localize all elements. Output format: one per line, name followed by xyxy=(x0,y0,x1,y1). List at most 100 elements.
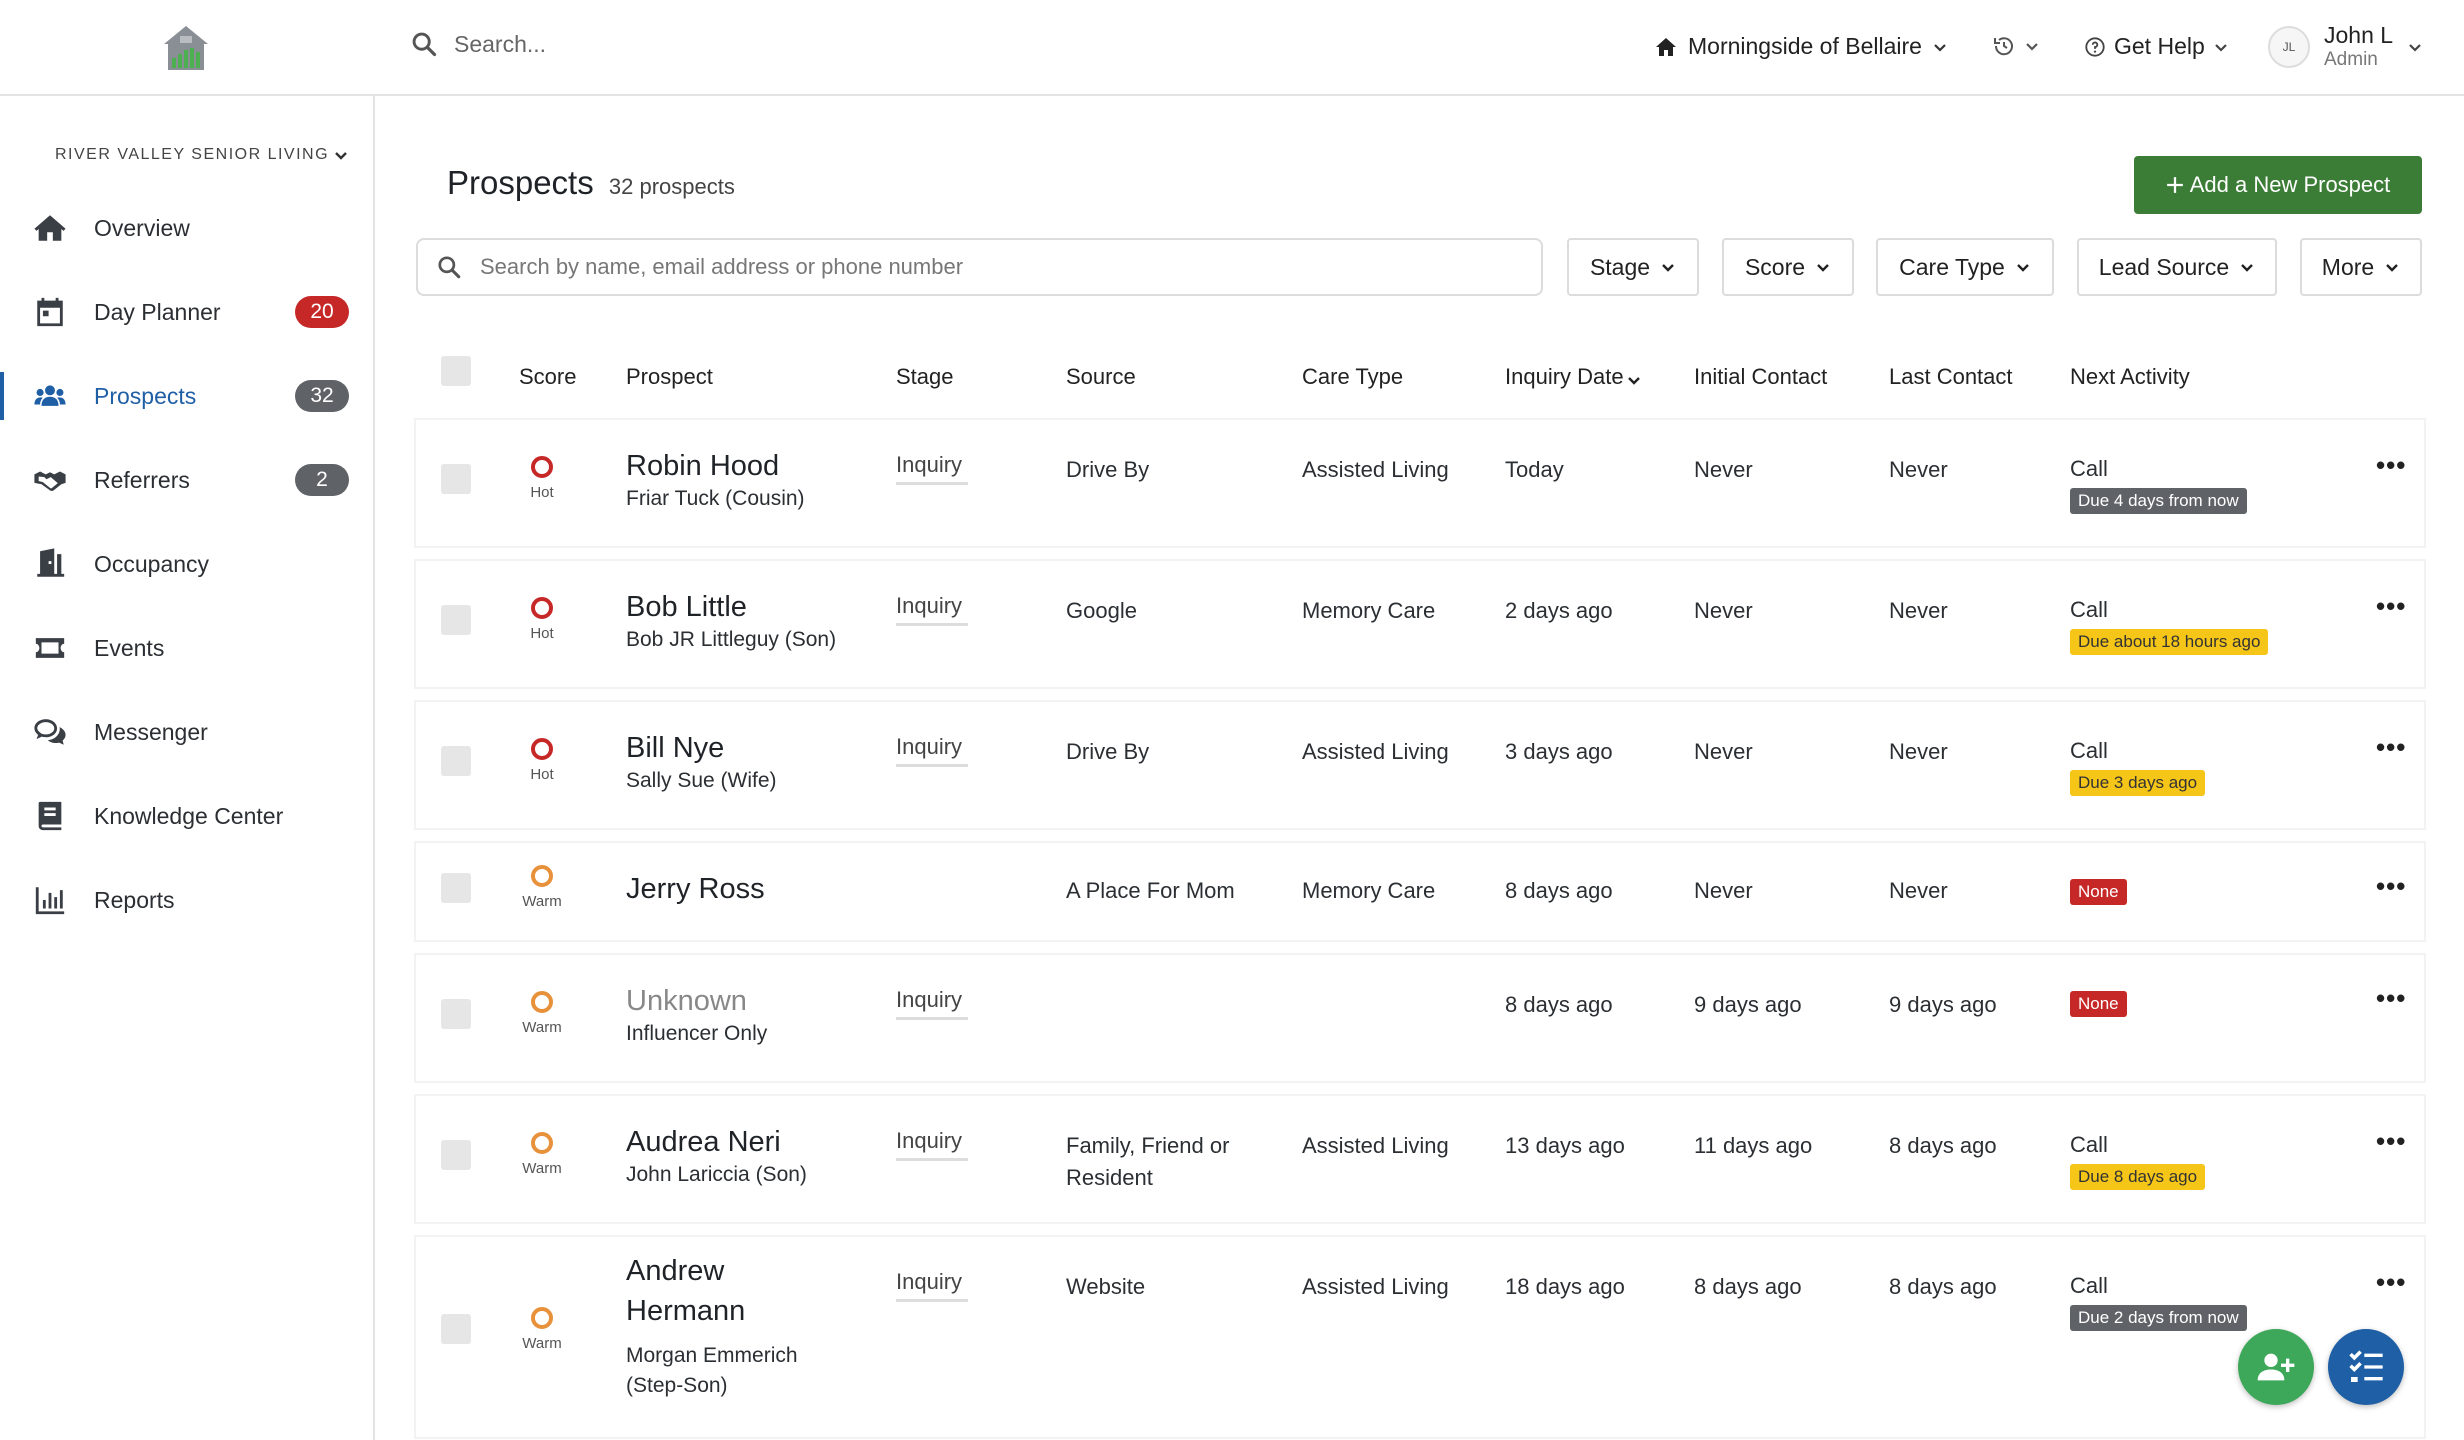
row-actions-menu-icon[interactable]: ••• xyxy=(2376,983,2407,1013)
column-header-score[interactable]: Score xyxy=(519,364,577,389)
stage-label: Inquiry xyxy=(896,734,968,767)
house-logo-icon[interactable] xyxy=(160,22,212,74)
global-search[interactable]: Search... xyxy=(410,30,546,58)
next-activity-type[interactable]: Call xyxy=(2070,1273,2108,1298)
care-type-filter[interactable]: Care Type xyxy=(1876,238,2054,296)
prospect-name[interactable]: Audrea Neri xyxy=(626,1126,781,1158)
care-type-cell: Assisted Living xyxy=(1302,457,1449,482)
chevron-down-icon xyxy=(1934,43,1946,52)
prospect-contact: Friar Tuck (Cousin) xyxy=(626,487,805,510)
chevron-down-icon xyxy=(2241,264,2254,272)
user-plus-icon xyxy=(2257,1353,2295,1381)
sidebar-item-referrers[interactable]: Referrers 2 xyxy=(0,448,373,512)
column-header-initial-contact[interactable]: Initial Contact xyxy=(1694,364,1828,389)
prospect-name[interactable]: Unknown xyxy=(626,985,747,1017)
score-filter[interactable]: Score xyxy=(1722,238,1854,296)
row-checkbox[interactable] xyxy=(441,605,471,635)
select-all-checkbox[interactable] xyxy=(441,356,471,386)
stage-text: Inquiry xyxy=(896,734,963,759)
sidebar-item-occupancy[interactable]: Occupancy xyxy=(0,532,373,596)
inquiry-date-cell: 8 days ago xyxy=(1505,878,1613,903)
next-activity-type[interactable]: Call xyxy=(2070,1132,2108,1157)
sidebar-item-events[interactable]: Events xyxy=(0,616,373,680)
chevron-down-icon xyxy=(335,152,347,160)
next-activity-type[interactable]: Call xyxy=(2070,597,2108,622)
row-checkbox[interactable] xyxy=(441,746,471,776)
last-contact-cell: Never xyxy=(1889,457,1948,482)
due-badge: Due 8 days ago xyxy=(2070,1164,2206,1190)
row-actions-menu-icon[interactable]: ••• xyxy=(2376,591,2407,621)
prospect-contact: Morgan Emmerich (Step-Son) xyxy=(626,1344,798,1397)
prospect-name[interactable]: Robin Hood xyxy=(626,450,780,482)
prospect-name[interactable]: Bob Little xyxy=(626,591,747,623)
top-bar: Search... Morningside of Bellaire Get He… xyxy=(0,0,2464,96)
next-activity-type[interactable]: Call xyxy=(2070,456,2108,481)
column-header-prospect[interactable]: Prospect xyxy=(626,364,713,389)
more-filter[interactable]: More xyxy=(2300,238,2422,296)
sidebar-item-prospects[interactable]: Prospects 32 xyxy=(0,364,373,428)
history-icon xyxy=(1994,37,2013,56)
table-row[interactable]: Warm Andrew Hermann Morgan Emmerich (Ste… xyxy=(416,1237,2424,1437)
next-activity-type[interactable]: Call xyxy=(2070,738,2108,763)
sidebar-item-overview[interactable]: Overview xyxy=(0,196,373,260)
row-checkbox[interactable] xyxy=(441,1314,471,1344)
get-help-menu[interactable]: Get Help xyxy=(2084,33,2229,60)
history-menu[interactable] xyxy=(1992,34,2040,58)
score-label: Warm xyxy=(522,1335,562,1352)
prospect-name[interactable]: Andrew Hermann xyxy=(626,1255,746,1327)
column-header-stage[interactable]: Stage xyxy=(896,364,954,389)
prospect-contact: John Lariccia (Son) xyxy=(626,1163,807,1186)
table-row[interactable]: Hot Bill Nye Sally Sue (Wife) Inquiry Dr… xyxy=(416,702,2424,828)
table-row[interactable]: Warm Jerry Ross A Place For Mom Memory C… xyxy=(416,843,2424,940)
prospect-search-input[interactable]: Search by name, email address or phone n… xyxy=(416,238,1543,296)
row-actions-menu-icon[interactable]: ••• xyxy=(2376,1126,2407,1156)
prospect-contact: Bob JR Littleguy (Son) xyxy=(626,628,837,651)
stage-label: Inquiry xyxy=(896,1269,968,1302)
last-contact-cell: Never xyxy=(1889,598,1948,623)
door-icon xyxy=(32,546,68,582)
row-checkbox[interactable] xyxy=(441,464,471,494)
table-row[interactable]: Hot Bob Little Bob JR Littleguy (Son) In… xyxy=(416,561,2424,687)
sidebar-item-day-planner[interactable]: Day Planner 20 xyxy=(0,280,373,344)
sidebar-item-reports[interactable]: Reports xyxy=(0,868,373,932)
table-row[interactable]: Hot Robin Hood Friar Tuck (Cousin) Inqui… xyxy=(416,420,2424,546)
row-checkbox[interactable] xyxy=(441,1140,471,1170)
column-header-care-type[interactable]: Care Type xyxy=(1302,364,1404,389)
row-checkbox[interactable] xyxy=(441,873,471,903)
row-actions-menu-icon[interactable]: ••• xyxy=(2376,871,2407,901)
row-actions-menu-icon[interactable]: ••• xyxy=(2376,1267,2407,1297)
sidebar-item-messenger[interactable]: Messenger xyxy=(0,700,373,764)
organization-selector[interactable]: RIVER VALLEY SENIOR LIVING xyxy=(55,146,349,164)
column-header-source[interactable]: Source xyxy=(1066,364,1136,389)
column-header-last-contact[interactable]: Last Contact xyxy=(1889,364,2013,389)
source-cell: A Place For Mom xyxy=(1066,878,1235,903)
referrers-count-badge: 2 xyxy=(295,464,349,496)
lead-source-filter[interactable]: Lead Source xyxy=(2077,238,2277,296)
prospect-name[interactable]: Jerry Ross xyxy=(626,873,765,905)
filter-label: Stage xyxy=(1589,253,1651,280)
row-checkbox[interactable] xyxy=(441,999,471,1029)
table-row[interactable]: Warm Unknown Influencer Only Inquiry 8 d… xyxy=(416,955,2424,1081)
sidebar-item-label: Reports xyxy=(94,886,175,913)
plus-icon xyxy=(2166,177,2183,193)
row-actions-menu-icon[interactable]: ••• xyxy=(2376,450,2407,480)
due-badge: Due 2 days from now xyxy=(2070,1305,2247,1331)
score-indicator: Warm xyxy=(516,1307,568,1352)
task-list-fab[interactable] xyxy=(2328,1329,2404,1405)
row-actions-menu-icon[interactable]: ••• xyxy=(2376,732,2407,762)
initial-contact-cell: Never xyxy=(1694,739,1753,764)
sidebar-item-knowledge-center[interactable]: Knowledge Center xyxy=(0,784,373,848)
prospect-name[interactable]: Bill Nye xyxy=(626,732,725,764)
user-name: John L xyxy=(2324,22,2394,48)
add-prospect-button[interactable]: Add a New Prospect xyxy=(2134,156,2422,214)
user-menu[interactable]: JL John L Admin xyxy=(2268,22,2423,72)
add-contact-fab[interactable] xyxy=(2238,1329,2314,1405)
column-header-next-activity[interactable]: Next Activity xyxy=(2070,364,2190,389)
table-row[interactable]: Warm Audrea Neri John Lariccia (Son) Inq… xyxy=(416,1096,2424,1222)
column-header-inquiry-date[interactable]: Inquiry Date xyxy=(1505,364,1642,390)
chevron-down-icon xyxy=(1817,264,1829,272)
care-type-cell: Memory Care xyxy=(1302,598,1436,623)
score-indicator: Hot xyxy=(516,738,568,783)
stage-filter[interactable]: Stage xyxy=(1567,238,1699,296)
community-selector[interactable]: Morningside of Bellaire xyxy=(1654,33,1948,60)
